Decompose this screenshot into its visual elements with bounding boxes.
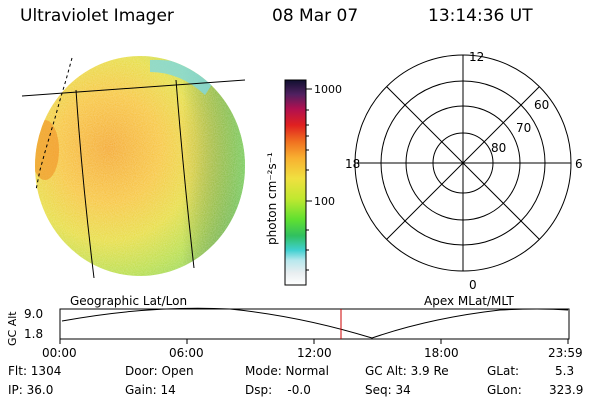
orbit-y-tick-max: 9.0 xyxy=(24,307,43,321)
polar-diagonal-2 xyxy=(386,86,540,240)
colorbar: 1000 100 photon cm⁻²s⁻¹ xyxy=(265,79,342,286)
mlt-label-18: 18 xyxy=(345,157,360,171)
status-glon-label: GLon: xyxy=(487,383,522,397)
orbit-altitude-plot: 9.0 1.8 GC Alt 00:00 06:00 12:00 18:00 2… xyxy=(6,307,583,360)
polar-plot: 12 18 6 0 60 70 80 xyxy=(345,50,583,292)
status-flight: Flt: 1304 xyxy=(8,364,62,378)
geographic-grid-lines xyxy=(21,57,246,279)
mlat-label-70: 70 xyxy=(516,121,531,135)
orbit-plot-frame xyxy=(59,308,570,340)
orbit-x-tick-1800: 18:00 xyxy=(424,346,459,360)
mlt-label-0: 0 xyxy=(469,278,477,292)
status-sequence: Seq: 34 xyxy=(365,383,411,397)
instrument-title: Ultraviolet Imager xyxy=(20,6,174,26)
date-label: 08 Mar 07 xyxy=(272,6,359,26)
orbit-x-tick-2359: 23:59 xyxy=(548,346,583,360)
altitude-curve xyxy=(61,307,569,339)
colorbar-label: photon cm⁻²s⁻¹ xyxy=(265,152,279,245)
colorbar-tick-1000: 1000 xyxy=(314,83,342,96)
status-gc-altitude: GC Alt: 3.9 Re xyxy=(365,364,449,378)
status-gain: Gain: 14 xyxy=(125,383,176,397)
status-mode: Mode: Normal xyxy=(245,364,329,378)
status-glon-value: 323.9 xyxy=(549,383,584,397)
colorbar-ticks xyxy=(306,88,312,271)
status-glat-label: GLat: xyxy=(487,364,520,378)
orbit-x-tick-0600: 06:00 xyxy=(169,346,204,360)
time-label: 13:14:36 UT xyxy=(428,6,533,26)
status-ip: IP: 36.0 xyxy=(8,383,54,397)
mlt-label-12: 12 xyxy=(469,50,484,64)
orbit-y-label: GC Alt xyxy=(6,311,19,346)
colorbar-tick-100: 100 xyxy=(314,195,335,208)
orbit-x-tick-1200: 12:00 xyxy=(297,346,332,360)
status-door: Door: Open xyxy=(125,364,194,378)
mlat-label-60: 60 xyxy=(534,98,549,112)
earth-disk xyxy=(35,56,245,276)
mlt-label-6: 6 xyxy=(575,157,583,171)
status-dsp: Dsp: -0.0 xyxy=(245,383,311,397)
mlat-label-80: 80 xyxy=(491,141,506,155)
orbit-y-tick-min: 1.8 xyxy=(24,327,43,341)
orbit-right-title: Apex MLat/MLT xyxy=(424,294,514,308)
status-glat-value: 5.3 xyxy=(555,364,575,378)
orbit-x-tick-0000: 00:00 xyxy=(42,346,77,360)
orbit-left-title: Geographic Lat/Lon xyxy=(70,294,188,308)
orbit-x-ticks xyxy=(59,339,569,344)
